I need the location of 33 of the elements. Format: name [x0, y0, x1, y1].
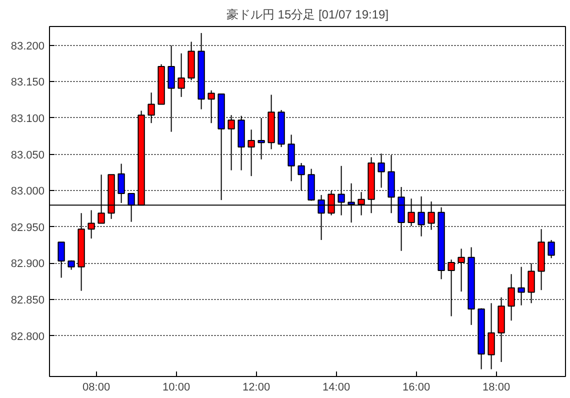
x-tick-label: 18:00 — [482, 382, 510, 394]
y-tick-label: 82.900 — [10, 258, 45, 270]
candlestick — [288, 134, 295, 182]
candlestick — [448, 259, 455, 317]
candlestick — [248, 129, 255, 177]
candlestick — [528, 262, 535, 304]
candlestick — [58, 242, 65, 278]
x-tick-label: 08:00 — [82, 382, 110, 394]
y-tick-label: 82.800 — [10, 330, 45, 343]
candlestick — [458, 248, 465, 292]
y-tick-label: 83.000 — [10, 186, 45, 198]
y-tick-label: 83.100 — [10, 112, 45, 125]
y-tick-label: 83.200 — [10, 40, 45, 52]
candlestick — [548, 239, 555, 259]
candlestick — [508, 274, 515, 322]
candlestick — [208, 90, 215, 124]
candlestick — [88, 210, 95, 240]
y-tick-label: 83.050 — [10, 149, 45, 162]
y-tick-label: 82.950 — [10, 222, 45, 234]
candlestick — [298, 162, 305, 192]
x-tick-label: 12:00 — [242, 382, 270, 394]
chart-title: 豪ドル円 15分足 [01/07 19:19] — [226, 8, 389, 22]
candlestick — [148, 92, 155, 124]
candlestick — [178, 52, 185, 98]
x-tick-label: 16:00 — [402, 382, 430, 394]
candlestick — [228, 114, 235, 171]
y-tick-label: 82.850 — [10, 294, 45, 307]
x-tick-label: 14:00 — [322, 382, 350, 394]
x-tick-label: 10:00 — [162, 382, 190, 394]
candlestick — [518, 266, 525, 306]
y-tick-label: 83.150 — [10, 76, 45, 89]
candlestick — [378, 153, 385, 188]
candlestick — [258, 117, 265, 160]
